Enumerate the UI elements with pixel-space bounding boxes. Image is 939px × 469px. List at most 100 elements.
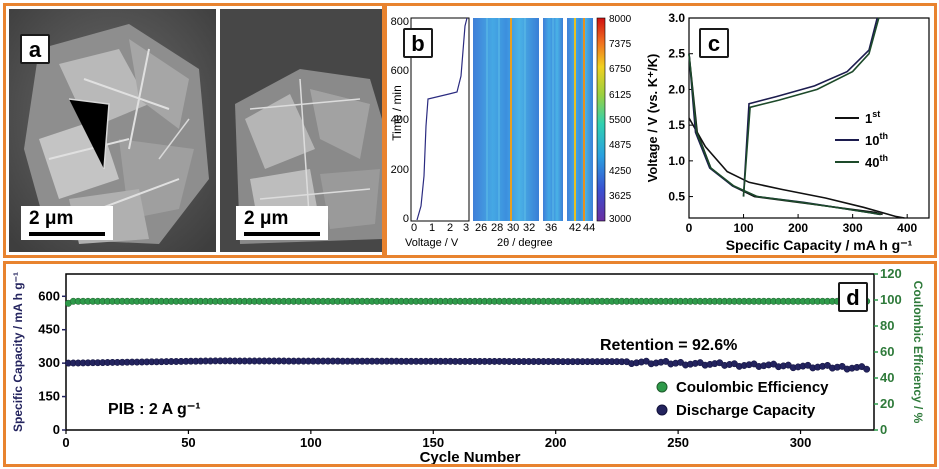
panel-c-x-tick-label: 300: [843, 221, 863, 235]
panel-b-y-tick: 400: [390, 114, 409, 126]
theta-tick: 32: [523, 222, 536, 234]
panel-b-y-axis-label: Time / min: [390, 85, 404, 141]
panel-d-left-tick-label: 300: [38, 355, 60, 370]
panel-d-right-tick-label: 60: [880, 344, 894, 359]
panel-c-y-tick-label: 2.5: [668, 47, 685, 61]
panel-c-legend-superscript: th: [879, 153, 888, 163]
colorbar-tick: 8000: [609, 14, 632, 25]
panel-c-legend-label: 40th: [865, 153, 888, 170]
panel-b-voltage-label: Voltage / V: [405, 237, 459, 249]
colorbar-tick: 4250: [609, 166, 632, 177]
panel-d-x-tick-label: 300: [790, 435, 812, 450]
panel-c-x-tick-label: 200: [788, 221, 808, 235]
panel-c-chart: 0.5 1.0 1.5 2.0 2.5 3.0 0 100 200 300 400 Specific …: [645, 11, 930, 253]
voltage-tick: 0: [411, 222, 418, 234]
panel-d-right-tick-label: 40: [880, 370, 894, 385]
panel-bc: b Time / min 0 200 400 600 800 0 1 2 3 V…: [384, 3, 937, 258]
pib-annotation: PIB : 2 A g⁻¹: [108, 401, 201, 418]
panel-a: a 2 μm 2 μm: [3, 3, 385, 258]
scale-bar-right: 2 μm: [236, 206, 328, 240]
panel-b-y-tick: 800: [390, 16, 409, 28]
heatmap-block-3: [567, 18, 593, 221]
panel-d-label: d: [838, 282, 868, 312]
panel-d-right-tick-label: 0: [880, 422, 887, 437]
panel-d-chart: 0 150 300 450 600 0 20 40 60 80 100 120 0 50 100 150 200…: [11, 266, 925, 464]
panel-d: 0 150 300 450 600 0 20 40 60 80 100 120 0 50 100 150 200…: [3, 261, 937, 467]
scale-bar-right-label: 2 μm: [244, 208, 289, 229]
panel-c-y-axis-label: Voltage / V (vs. K⁺/K): [645, 54, 660, 183]
panel-c-series-10th-line: [742, 17, 878, 197]
colorbar-tick: 3000: [609, 214, 632, 225]
panel-d-right-tick-label: 120: [880, 266, 902, 281]
sem-image-left: [9, 9, 216, 252]
colorbar-tick: 4875: [609, 140, 632, 151]
panel-c-y-tick-label: 2.0: [668, 82, 685, 96]
panel-c-label: c: [699, 28, 729, 58]
panel-d-x-tick-label: 250: [667, 435, 689, 450]
colorbar-tick: 6125: [609, 90, 632, 101]
theta-tick: 28: [491, 222, 504, 234]
panel-b-y-tick: 0: [402, 213, 409, 225]
panel-d-left-tick-label: 450: [38, 322, 60, 337]
panel-b-y-tick: 600: [390, 65, 409, 77]
panel-c-y-tick-label: 1.0: [668, 154, 685, 168]
colorbar-tick: 6750: [609, 64, 632, 75]
panel-c-series-40th-line: [688, 53, 882, 216]
voltage-tick: 3: [463, 222, 470, 234]
panel-d-right-axis-label: Coulombic Efficiency / %: [911, 281, 925, 424]
scale-bar-left: 2 μm: [21, 206, 113, 240]
panel-d-x-tick-label: 0: [62, 435, 69, 450]
legend-dc-marker: [656, 404, 668, 416]
theta-tick: 36: [545, 222, 558, 234]
theta-tick: 30: [507, 222, 520, 234]
panel-c-legend-superscript: th: [879, 131, 888, 141]
colorbar-tick: 3625: [609, 191, 632, 202]
panel-c-legend-superscript: st: [872, 109, 880, 119]
legend-dc-label: Discharge Capacity: [676, 402, 816, 419]
scale-bar-left-line: [29, 232, 105, 236]
panel-c-y-tick-label: 1.5: [668, 118, 685, 132]
scale-bar-right-line: [244, 232, 320, 236]
panel-c-x-axis-label: Specific Capacity / mA h g⁻¹: [726, 237, 913, 253]
theta-tick: 26: [475, 222, 488, 234]
heatmap-block-1: [473, 18, 539, 221]
panel-d-x-axis-label: Cycle Number: [420, 449, 521, 464]
panel-d-right-tick-label: 20: [880, 396, 894, 411]
dc-point: [863, 365, 871, 373]
retention-annotation: Retention = 92.6%: [600, 337, 737, 354]
panel-d-left-tick-label: 600: [38, 288, 60, 303]
legend-ce-label: Coulombic Efficiency: [676, 379, 829, 396]
panel-c-y-tick-label: 0.5: [668, 190, 685, 204]
panel-b-label: b: [403, 28, 433, 58]
voltage-tick: 1: [429, 222, 436, 234]
panel-d-left-tick-label: 150: [38, 389, 60, 404]
panel-d-right-tick-label: 100: [880, 292, 902, 307]
panel-d-right-tick-label: 80: [880, 318, 894, 333]
colorbar-tick: 7375: [609, 39, 632, 50]
panel-c-x-tick-label: 0: [686, 221, 693, 235]
panel-d-x-tick-label: 100: [300, 435, 322, 450]
panel-c-series-40th-line: [742, 17, 880, 197]
panel-c-x-tick-label: 400: [897, 221, 917, 235]
panel-c-series-1st-line: [688, 117, 905, 219]
voltage-profile-curve: [416, 17, 468, 221]
panel-a-label: a: [20, 34, 50, 64]
panel-d-x-tick-label: 150: [422, 435, 444, 450]
panel-d-x-tick-label: 200: [545, 435, 567, 450]
colorbar: [596, 17, 606, 222]
theta-tick: 44: [583, 222, 596, 234]
legend-ce-marker: [656, 381, 668, 393]
panel-b-theta-label: 2θ / degree: [497, 237, 553, 249]
panel-c-legend-label: 1st: [865, 109, 880, 126]
panel-bc-graphic: [410, 17, 606, 222]
panel-b-y-tick: 200: [390, 164, 409, 176]
colorbar-tick: 5500: [609, 115, 632, 126]
scale-bar-left-label: 2 μm: [29, 208, 74, 229]
panel-c-x-tick-label: 100: [734, 221, 754, 235]
panel-c-legend-label: 10th: [865, 131, 888, 148]
panel-d-left-axis-label: Specific Capacity / mA h g⁻¹: [11, 272, 25, 432]
panel-d-left-tick-label: 0: [53, 422, 60, 437]
sem-image-left-graphic: [9, 9, 216, 252]
panel-c-y-tick-label: 3.0: [668, 11, 685, 25]
theta-tick: 42: [569, 222, 582, 234]
